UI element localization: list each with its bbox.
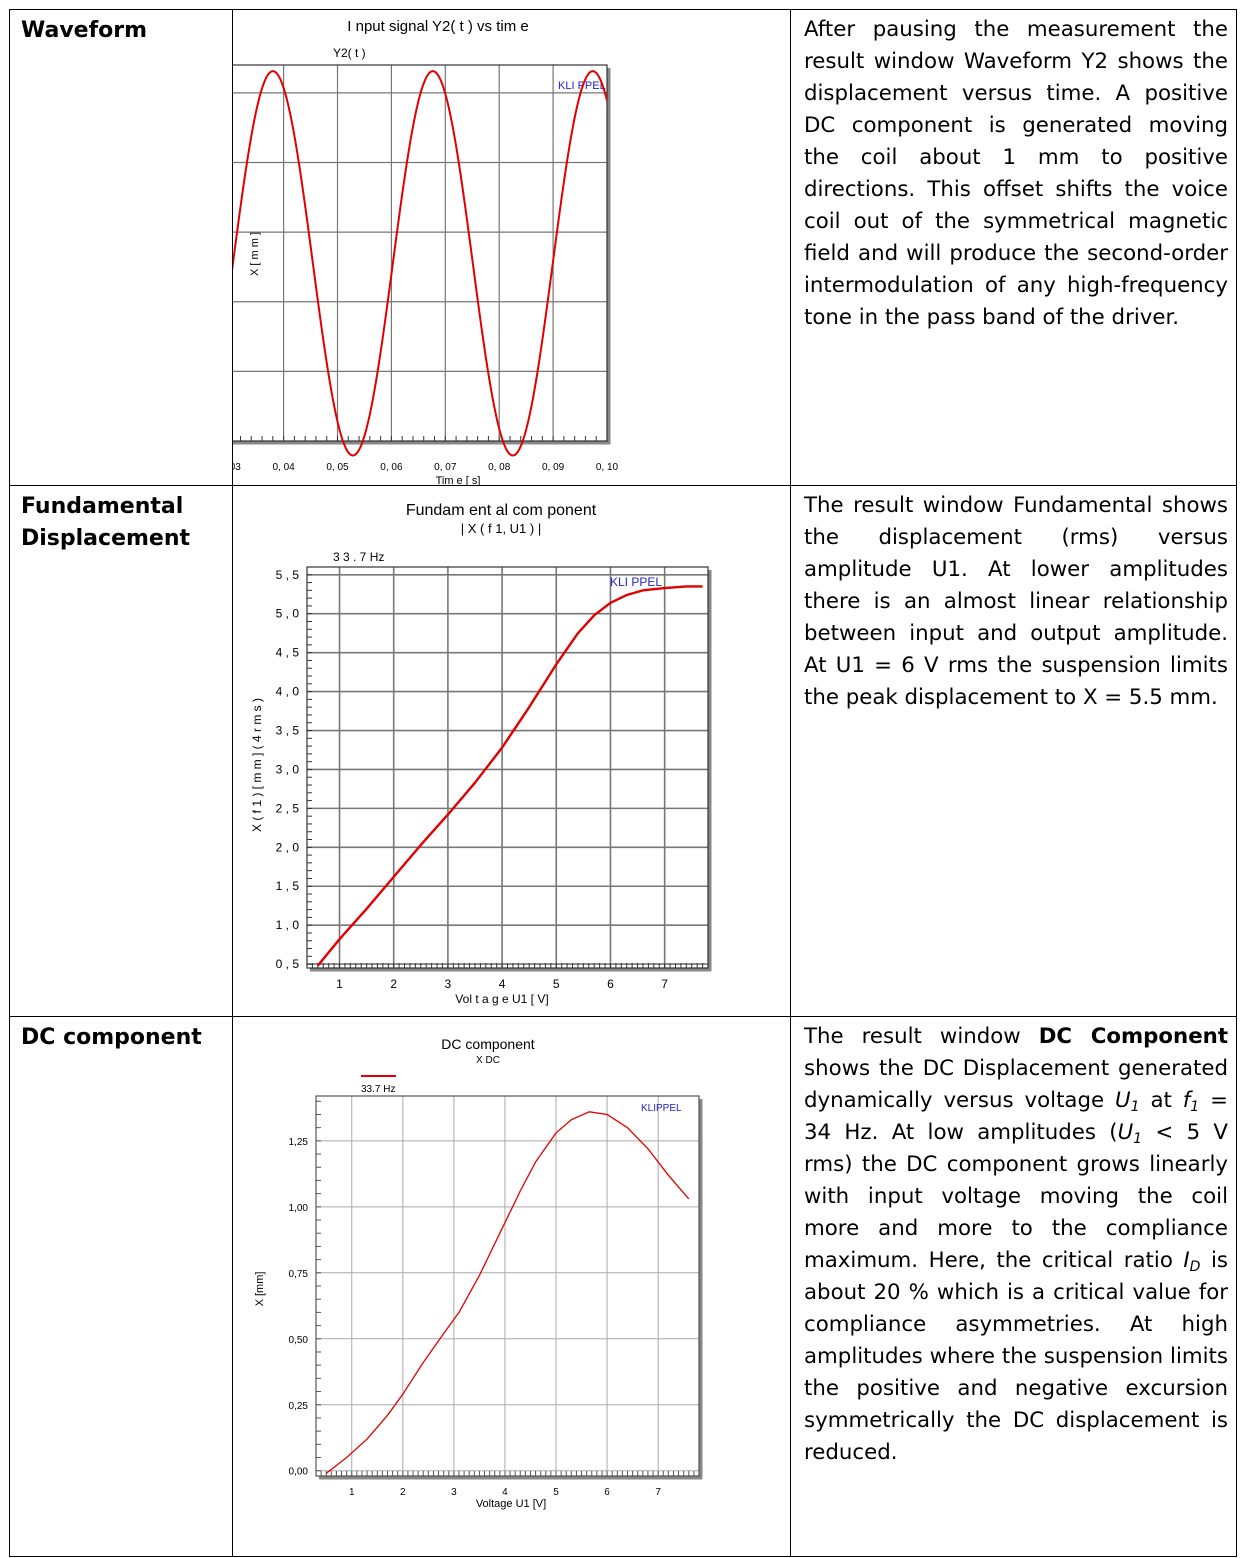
x-tick-label: 2	[390, 977, 397, 991]
chart-title: Fundam ent al com ponent	[406, 502, 597, 519]
y-tick-label: 0,25	[289, 1401, 309, 1412]
row-label-cell: Waveform	[9, 9, 233, 486]
y-tick-label: 5 , 0	[276, 607, 300, 621]
x-tick-label: 0, 08	[488, 462, 511, 473]
row-label: Waveform	[21, 18, 148, 43]
plot-frame	[233, 64, 608, 442]
description-cell: The result window DC Component shows the…	[790, 1016, 1237, 1557]
x-tick-label: 5	[553, 977, 560, 991]
chart-title: I nput signal Y2( t ) vs tim e	[347, 18, 528, 35]
figure-cell: Fundam ent al com ponent | X ( f 1, U1 ) …	[232, 485, 791, 1017]
table-row: Waveform I nput signal Y2( t ) vs tim e Y…	[9, 9, 1237, 486]
row-description: After pausing the measurement the result…	[804, 17, 1228, 330]
y-tick-label: 4 , 0	[276, 685, 300, 699]
x-tick-label: 2	[400, 1487, 406, 1498]
chart-subtitle: X DC	[476, 1055, 500, 1066]
y-axis-label: X [mm]	[254, 1272, 266, 1307]
x-tick-label: 1	[336, 977, 343, 991]
figure-cell: I nput signal Y2( t ) vs tim e Y2( t ) 0, …	[232, 9, 791, 486]
plot-frame	[306, 566, 709, 969]
y-tick-label: 1,25	[289, 1137, 309, 1148]
klippel-watermark: KLI PPEL	[610, 575, 662, 589]
x-tick-label: 4	[499, 977, 506, 991]
x-tick-label: 7	[661, 977, 668, 991]
x-tick-label: 7	[655, 1487, 661, 1498]
y-tick-label: 0,75	[289, 1269, 309, 1280]
y-tick-label: 2 , 5	[276, 801, 300, 815]
waveform-chart: I nput signal Y2( t ) vs tim e Y2( t ) 0, …	[233, 18, 619, 486]
x-tick-label: 5	[553, 1487, 559, 1498]
x-tick-label: 6	[604, 1487, 610, 1498]
data-series-line	[316, 585, 703, 967]
plot-area	[233, 65, 607, 441]
y-tick-label: 3 , 5	[276, 724, 300, 738]
x-tick-label: 0, 06	[380, 462, 403, 473]
series-label: 3 3 . 7 Hz	[333, 550, 384, 564]
y-tick-label: 1 , 0	[276, 918, 300, 932]
table-row: DC component DC component X DC 33.7 Hz 1 2 3 4…	[9, 1016, 1237, 1557]
dc-component-chart: DC component X DC 33.7 Hz 1 2 3 4 5 6 7 1,25 1,00 0,…	[254, 1036, 703, 1510]
x-axis-label: Voltage U1 [V]	[476, 1498, 546, 1510]
x-tick-label: 0, 10	[596, 462, 619, 473]
y-tick-label: 0 , 5	[276, 957, 300, 971]
series-label: 33.7 Hz	[361, 1084, 395, 1095]
plot-area	[316, 1096, 699, 1476]
figure-cell: DC component X DC 33.7 Hz 1 2 3 4 5 6 7 1,25 1,00 0,…	[232, 1016, 791, 1557]
data-series-line	[325, 1111, 690, 1474]
x-tick-label: 0, 03	[233, 462, 241, 473]
row-label: Fundamental Displacement	[21, 494, 191, 551]
table-row: Fundamental Displacement Fundam ent al c…	[9, 485, 1237, 1017]
document-table: Waveform I nput signal Y2( t ) vs tim e Y…	[9, 9, 1237, 1557]
x-tick-label: 3	[445, 977, 452, 991]
x-tick-label: 0, 07	[434, 462, 457, 473]
description-cell: After pausing the measurement the result…	[790, 9, 1237, 486]
plot-frame	[315, 1095, 700, 1477]
data-series-line	[233, 70, 608, 457]
y-axis-label: X [ m m ]	[249, 232, 261, 276]
x-tick-label: 3	[451, 1487, 457, 1498]
x-tick-label: 1	[349, 1487, 355, 1498]
y-axis-label: X ( f 1 ) [ m m ] ( 4 r m s )	[250, 698, 264, 832]
x-tick-label: 0, 04	[272, 462, 295, 473]
y-tick-label: 0,50	[289, 1335, 309, 1346]
chart-title: DC component	[441, 1036, 534, 1052]
x-axis-label: Vol t a g e U1 [ V]	[455, 992, 548, 1006]
klippel-watermark: KLIPPEL	[641, 1103, 682, 1114]
row-label-cell: DC component	[9, 1016, 233, 1557]
x-tick-label: 0, 09	[542, 462, 565, 473]
row-label: DC component	[21, 1025, 202, 1050]
x-tick-label: 6	[607, 977, 614, 991]
x-tick-label: 0, 05	[326, 462, 349, 473]
row-description: The result window DC Component shows the…	[804, 1024, 1229, 1465]
fundamental-chart: Fundam ent al com ponent | X ( f 1, U1 ) …	[250, 502, 712, 1006]
y-tick-label: 5 , 5	[276, 568, 300, 582]
description-cell: The result window Fundamental shows the …	[790, 485, 1237, 1017]
y-tick-label: 1,00	[289, 1203, 309, 1214]
y-tick-label: 3 , 0	[276, 762, 300, 776]
y-tick-label: 1 , 5	[276, 879, 300, 893]
x-axis-label: Tim e [ s]	[436, 475, 481, 486]
x-tick-label: 4	[502, 1487, 508, 1498]
y-tick-label: 0,00	[289, 1467, 309, 1478]
series-label: Y2( t )	[333, 46, 366, 60]
row-description: The result window Fundamental shows the …	[804, 493, 1228, 710]
row-label-cell: Fundamental Displacement	[9, 485, 233, 1017]
y-tick-label: 2 , 0	[276, 840, 300, 854]
chart-subtitle: | X ( f 1, U1 ) |	[461, 521, 541, 536]
y-tick-label: 4 , 5	[276, 646, 300, 660]
